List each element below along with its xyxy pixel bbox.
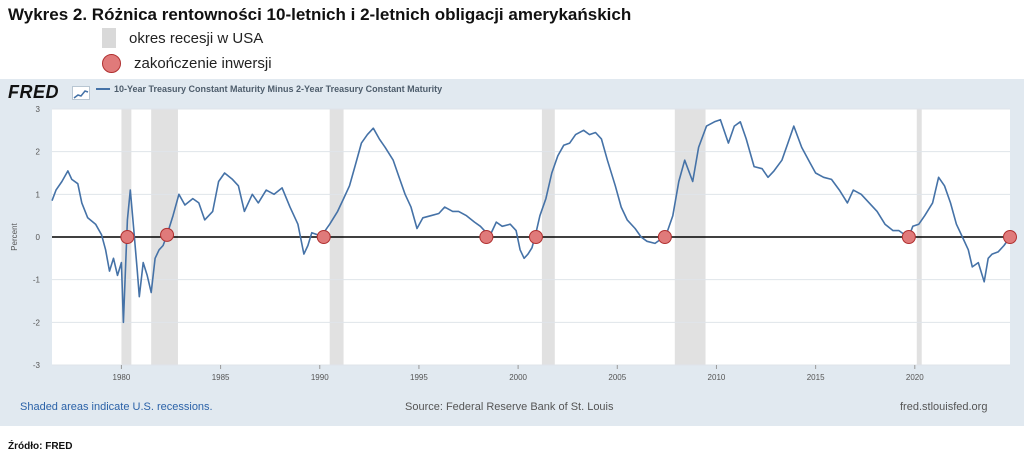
- recession-swatch: [102, 28, 116, 48]
- source-note: Source: Federal Reserve Bank of St. Loui…: [405, 401, 614, 413]
- x-tick-label: 1990: [311, 373, 329, 382]
- x-tick-label: 1985: [212, 373, 230, 382]
- y-axis-label: Percent: [10, 222, 19, 250]
- series-legend: 10-Year Treasury Constant Maturity Minus…: [96, 84, 442, 94]
- inversion-end-swatch: [102, 53, 121, 73]
- fred-chart-panel: -3 -2 -1 0 1 2 3 1980 1985 1990 1995 2000 2005 2010 20…: [0, 79, 1024, 426]
- x-tick-label: 2005: [608, 373, 626, 382]
- inversion-end-marker: [479, 230, 494, 244]
- inversion-end-marker: [528, 230, 543, 244]
- legend-inversion-end-label: zakończenie inwersji: [134, 54, 272, 72]
- y-tick-label: -2: [33, 318, 41, 327]
- series-legend-line: [96, 88, 110, 90]
- legend-inversion-end: zakończenie inwersji: [102, 52, 272, 74]
- inversion-end-marker: [316, 230, 331, 244]
- y-tick-label: 3: [36, 105, 41, 114]
- source-caption: Źródło: FRED: [8, 441, 73, 452]
- shaded-areas-note: Shaded areas indicate U.S. recessions.: [20, 401, 213, 413]
- fred-chart: -3 -2 -1 0 1 2 3 1980 1985 1990 1995 2000 2005 2010 20…: [10, 105, 1017, 382]
- inversion-end-marker: [901, 230, 916, 244]
- inversion-end-marker: [657, 230, 672, 244]
- y-tick-label: 2: [36, 148, 41, 157]
- y-tick-label: -1: [33, 276, 41, 285]
- inversion-end-marker: [1003, 230, 1017, 244]
- inversion-end-marker: [120, 230, 135, 244]
- x-tick-label: 2020: [906, 373, 924, 382]
- x-tick-label: 2000: [509, 373, 527, 382]
- y-tick-label: 1: [36, 190, 41, 199]
- x-tick-label: 2010: [708, 373, 726, 382]
- legend-recession-label: okres recesji w USA: [129, 29, 264, 47]
- inversion-end-marker: [160, 227, 175, 242]
- x-tick-label: 2015: [807, 373, 825, 382]
- x-tick-label: 1995: [410, 373, 428, 382]
- series-legend-label: 10-Year Treasury Constant Maturity Minus…: [114, 84, 443, 94]
- y-tick-label: 0: [36, 233, 41, 242]
- legend-recession: okres recesji w USA: [102, 27, 263, 49]
- chart-title: Wykres 2. Różnica rentowności 10-letnich…: [8, 5, 632, 24]
- x-tick-label: 1980: [113, 373, 131, 382]
- fred-logo: FRED: [8, 82, 59, 102]
- fred-site-link[interactable]: fred.stlouisfed.org: [900, 401, 988, 413]
- y-tick-label: -3: [33, 361, 41, 370]
- fred-logo-graph-icon: [72, 86, 90, 100]
